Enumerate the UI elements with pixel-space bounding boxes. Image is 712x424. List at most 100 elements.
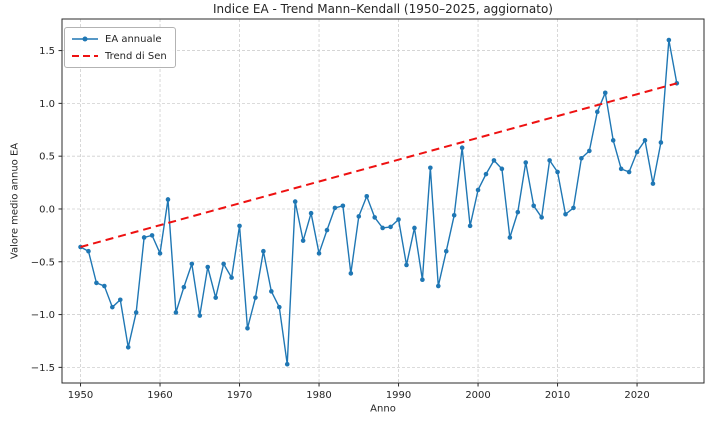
y-tick-label: −1.5 (31, 363, 55, 374)
data-point (467, 223, 473, 229)
data-point (133, 310, 139, 315)
data-point (380, 225, 385, 231)
data-point (205, 264, 211, 270)
data-point (531, 203, 537, 209)
data-point (459, 145, 465, 151)
data-point (86, 248, 91, 254)
data-point (443, 248, 449, 254)
data-point (372, 215, 377, 220)
data-point (213, 295, 218, 300)
data-point (634, 149, 640, 155)
data-point (284, 361, 290, 367)
x-tick-label: 1980 (306, 390, 331, 401)
data-point (515, 209, 521, 215)
y-tick-label: 0.5 (39, 152, 55, 163)
data-point (261, 248, 266, 254)
data-point (229, 275, 234, 280)
plot-border (61, 18, 705, 384)
data-point (197, 313, 203, 318)
y-tick-label: 1.5 (39, 46, 55, 57)
data-point (316, 251, 322, 256)
data-point (666, 37, 672, 43)
x-tick-label: 2010 (545, 390, 570, 401)
data-point (547, 158, 552, 163)
data-point (141, 235, 147, 240)
data-point (125, 345, 131, 350)
chart-title: Indice EA - Trend Mann–Kendall (1950–202… (213, 2, 553, 16)
data-point (523, 160, 529, 165)
data-point (491, 158, 497, 163)
data-point (253, 295, 258, 300)
data-point (157, 251, 163, 256)
data-point (507, 235, 513, 240)
data-point (102, 283, 107, 289)
data-point (451, 213, 457, 218)
y-tick-label: 0.0 (39, 204, 55, 215)
data-point (356, 214, 362, 219)
data-point (658, 140, 664, 145)
data-point (428, 165, 433, 171)
y-tick-label: −0.5 (31, 257, 55, 268)
data-point (595, 109, 600, 115)
legend: EA annuale Trend di Sen (64, 27, 176, 68)
data-point (642, 138, 648, 143)
data-point (396, 217, 401, 222)
data-point (420, 277, 425, 283)
ea-annuale-line (80, 39, 678, 365)
data-point (587, 148, 592, 154)
data-point (300, 238, 306, 243)
legend-item-trend-di-sen: Trend di Sen (71, 49, 167, 63)
legend-dashed-line-sample (72, 55, 98, 57)
data-point (110, 304, 115, 310)
data-point (276, 304, 282, 310)
data-point (435, 283, 441, 289)
data-point (388, 224, 393, 230)
x-axis-label: Anno (370, 403, 396, 415)
data-point (539, 215, 544, 220)
data-point (602, 90, 608, 96)
data-point (149, 233, 155, 238)
data-point (626, 169, 632, 175)
legend-line-marker-sample (72, 36, 98, 42)
data-point (618, 166, 624, 172)
data-point (571, 205, 576, 211)
data-point (499, 166, 505, 172)
y-tick-label: −1.0 (31, 310, 55, 321)
data-point (348, 271, 354, 276)
y-axis-label: Valore medio annuo EA (9, 142, 21, 260)
x-tick-label: 1970 (227, 390, 252, 401)
x-tick-label: 2020 (624, 390, 649, 401)
data-point (412, 225, 417, 231)
x-tick-label: 1950 (68, 390, 93, 401)
data-point (165, 197, 171, 202)
data-point (483, 171, 489, 177)
data-point (579, 155, 584, 161)
data-point (189, 261, 195, 267)
data-point (221, 261, 226, 267)
data-point (308, 210, 314, 216)
data-point (475, 187, 481, 193)
data-point (181, 284, 187, 290)
data-point (292, 199, 298, 204)
x-tick-label: 2000 (465, 390, 490, 401)
x-tick-label: 1960 (147, 390, 172, 401)
data-point (650, 181, 656, 186)
data-point (173, 310, 179, 315)
data-point (245, 325, 250, 331)
legend-item-ea-annuale: EA annuale (71, 32, 167, 46)
data-point (563, 211, 568, 217)
data-point (117, 297, 123, 303)
data-point (269, 289, 274, 294)
data-point (340, 203, 346, 209)
data-point (610, 138, 616, 143)
data-point (555, 169, 560, 175)
y-tick-label: 1.0 (39, 99, 55, 110)
data-point (364, 194, 370, 199)
x-tick-label: 1990 (386, 390, 411, 401)
data-point (237, 223, 242, 229)
data-point (332, 205, 338, 211)
data-point (324, 227, 330, 233)
legend-label-trend-di-sen: Trend di Sen (105, 50, 167, 62)
